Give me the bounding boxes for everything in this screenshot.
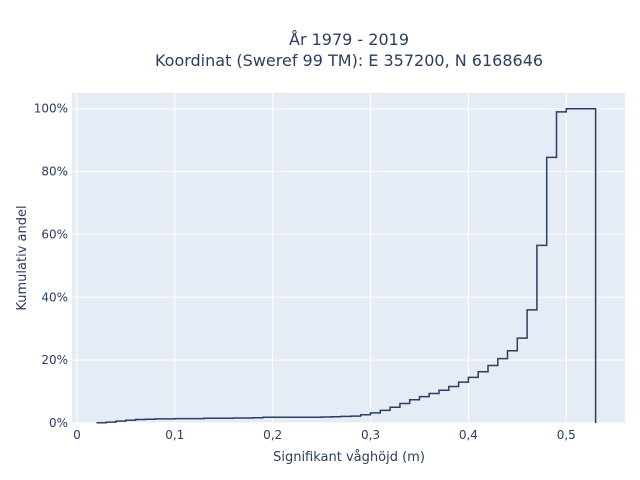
x-tick-label: 0,3 xyxy=(361,428,380,442)
x-tick-label: 0,4 xyxy=(459,428,478,442)
x-tick-label: 0,5 xyxy=(557,428,576,442)
y-tick-label: 20% xyxy=(41,353,68,367)
x-axis-title: Signifikant våghöjd (m) xyxy=(273,450,425,465)
x-tick-label: 0,1 xyxy=(165,428,184,442)
chart-title-line-1: År 1979 - 2019 xyxy=(289,30,409,49)
y-tick-label: 40% xyxy=(41,290,68,304)
tick-labels: 0 0,1 0,2 0,3 0,4 0,5 0% 20% 40% 60% 80% 100% xyxy=(34,102,576,442)
chart-title-line-2: Koordinat (Sweref 99 TM): E 357200, N 61… xyxy=(155,51,543,70)
plot-area xyxy=(72,93,625,423)
x-tick-label: 0,2 xyxy=(263,428,282,442)
y-tick-label: 100% xyxy=(34,102,68,116)
y-tick-label: 0% xyxy=(49,416,68,430)
x-tick-label: 0 xyxy=(73,428,81,442)
grid-lines xyxy=(72,93,625,424)
y-tick-label: 60% xyxy=(41,227,68,241)
y-tick-label: 80% xyxy=(41,165,68,179)
series-step-line xyxy=(96,107,597,424)
y-axis-title: Kumulativ andel xyxy=(15,205,30,310)
